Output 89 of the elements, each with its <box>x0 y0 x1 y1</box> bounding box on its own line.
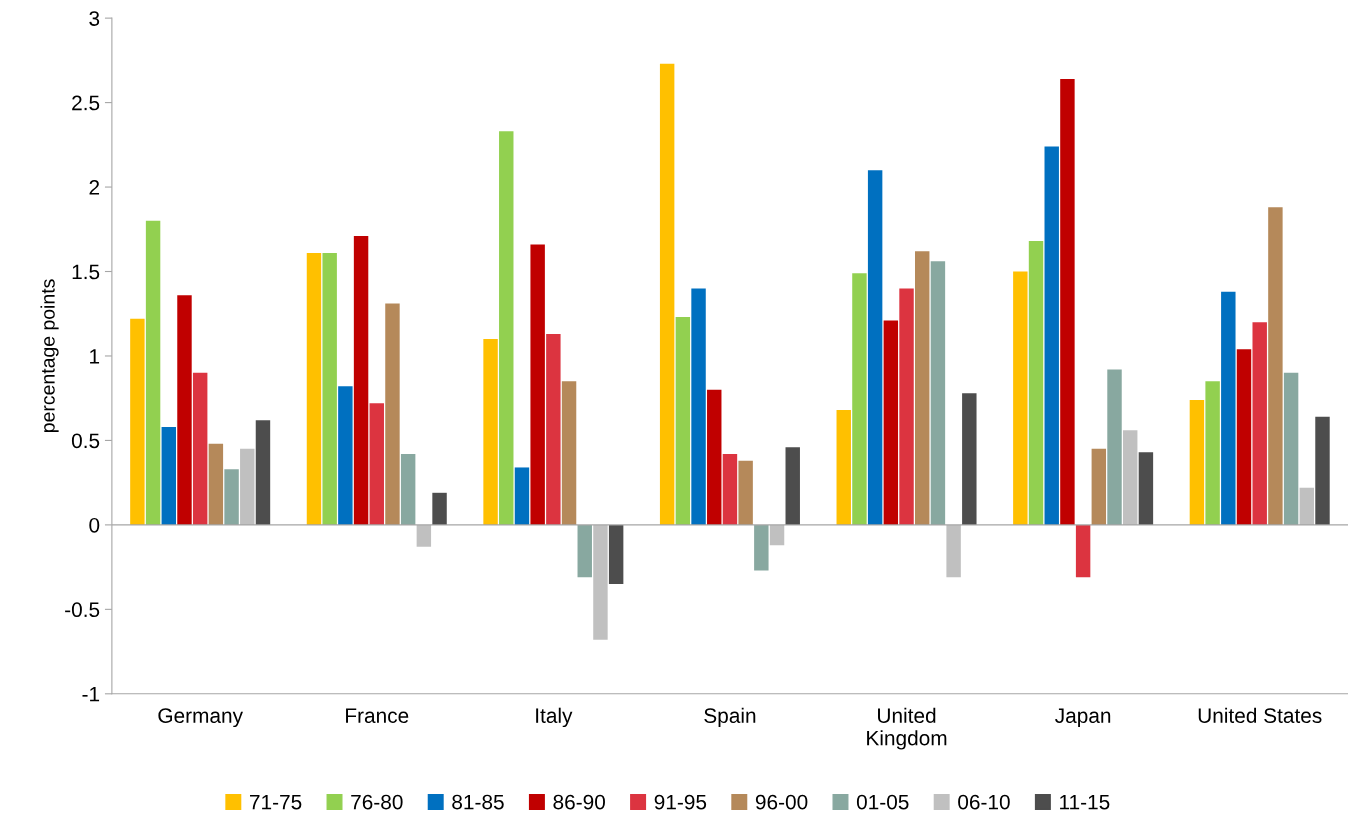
bar <box>1221 291 1236 525</box>
legend-label: 06-10 <box>958 794 1010 810</box>
bar <box>946 524 961 578</box>
legend-label: 11-15 <box>1060 794 1110 810</box>
x-tick-label: United Kingdom <box>867 707 947 750</box>
bar <box>1044 146 1059 525</box>
y-tick-label: 2 <box>89 180 100 195</box>
bar <box>883 320 899 525</box>
bar <box>416 524 432 547</box>
bar <box>546 334 561 525</box>
x-tick-label: Spain <box>704 707 756 728</box>
bar <box>1268 207 1283 525</box>
bar <box>161 426 177 525</box>
bar <box>707 389 722 525</box>
bar <box>1138 452 1154 525</box>
x-tick-label: France <box>346 708 409 723</box>
y-tick-label: 3 <box>89 11 100 26</box>
y-tick-label: 0.5 <box>71 433 100 449</box>
bar <box>1122 430 1138 525</box>
x-tick-label: Japan <box>1055 708 1111 728</box>
x-tick-label: United States <box>1198 707 1322 723</box>
x-tick-label: Italy <box>536 707 573 728</box>
bar <box>208 443 224 525</box>
bar <box>1252 322 1267 525</box>
bar <box>852 273 867 525</box>
y-tick-label: 2.5 <box>72 95 100 111</box>
y-tick-label: 1.5 <box>72 264 100 280</box>
bar <box>338 386 353 525</box>
bar <box>1091 448 1107 525</box>
bar <box>659 63 675 525</box>
bar <box>738 460 753 525</box>
bar <box>1060 78 1075 525</box>
bar <box>754 524 769 571</box>
bar <box>1013 271 1028 525</box>
bar <box>608 524 624 585</box>
bar <box>1075 524 1091 578</box>
legend-label: 91-95 <box>654 794 707 810</box>
bar <box>915 251 930 525</box>
legend-label: 76-80 <box>351 794 403 810</box>
bar <box>1028 241 1044 525</box>
x-tick-label: Germany <box>158 708 243 728</box>
bar <box>400 453 416 525</box>
bar <box>1283 372 1299 525</box>
bar <box>130 318 145 525</box>
bar <box>306 252 322 525</box>
bar <box>675 317 691 525</box>
y-axis-title: percentage points <box>40 279 59 432</box>
bar <box>240 448 255 525</box>
bar <box>769 524 785 546</box>
legend-label: 81-85 <box>452 794 504 810</box>
bar <box>561 381 577 525</box>
bar <box>577 524 592 578</box>
y-tick-label: -0.5 <box>65 602 100 618</box>
bar <box>483 339 498 525</box>
bar <box>192 372 208 525</box>
bar <box>836 410 851 525</box>
bar <box>255 420 271 525</box>
bar <box>930 261 946 525</box>
bar <box>177 295 192 525</box>
bar <box>1236 349 1252 525</box>
bar <box>1205 381 1220 525</box>
y-tick-label: 0 <box>89 517 100 533</box>
bar <box>722 453 738 525</box>
bar <box>593 524 608 640</box>
bar <box>867 170 883 525</box>
legend-label: 01-05 <box>856 794 909 810</box>
bar <box>1107 369 1122 525</box>
bar <box>530 244 545 525</box>
bar <box>691 288 706 525</box>
bar <box>1189 399 1205 525</box>
bar <box>514 467 530 525</box>
bar <box>224 469 239 525</box>
bar <box>322 252 337 525</box>
legend-label: 71-75 <box>250 794 302 810</box>
bar <box>145 220 161 525</box>
bar <box>353 236 369 525</box>
bar <box>899 288 914 525</box>
bar <box>369 403 384 525</box>
legend-label: 86-90 <box>553 794 605 810</box>
bar <box>385 303 400 525</box>
y-tick-label: 1 <box>90 349 100 364</box>
legend-label: 96-00 <box>755 794 808 810</box>
bar <box>962 393 977 525</box>
bar <box>1315 416 1330 525</box>
bar <box>432 492 447 525</box>
bar <box>785 447 800 525</box>
y-tick-label: -1 <box>82 687 100 702</box>
bar <box>1299 487 1315 525</box>
bar <box>499 131 514 525</box>
